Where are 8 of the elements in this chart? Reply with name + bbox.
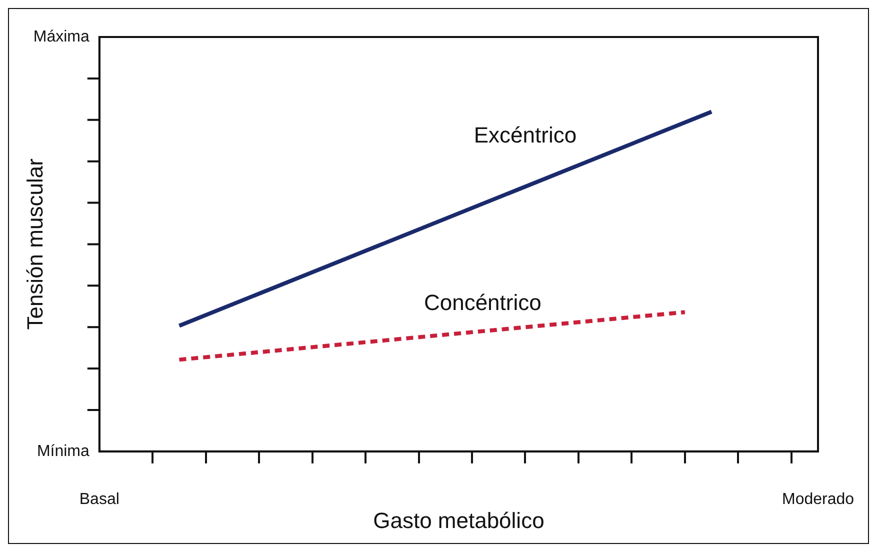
text: Máxima: [33, 28, 90, 46]
series-label: Excéntrico: [474, 122, 577, 148]
text: Basal: [79, 490, 120, 508]
text: Mínima: [36, 442, 90, 460]
y-axis-title: Tensión muscular: [22, 158, 48, 330]
text: Moderado: [782, 490, 854, 508]
x-axis-title: Gasto metabólico: [373, 508, 544, 533]
series-label: Concéntrico: [424, 290, 542, 316]
